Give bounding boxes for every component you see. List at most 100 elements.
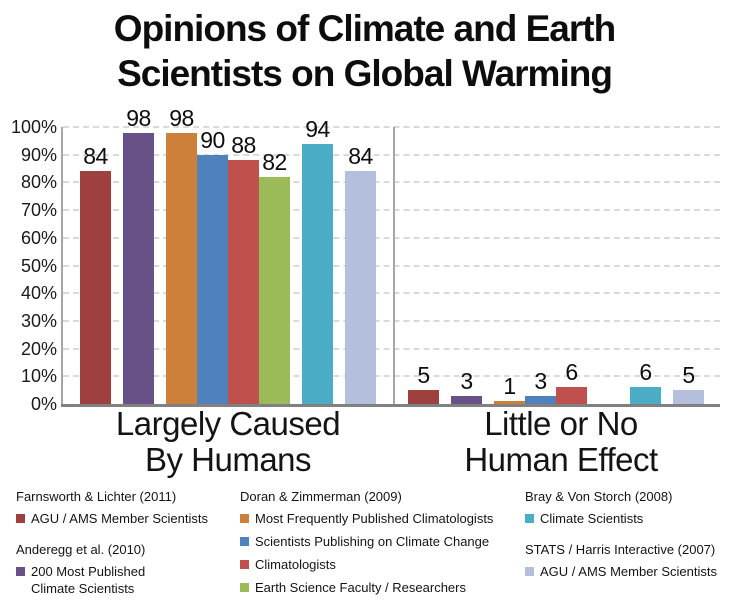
- legend-swatch-icon: [240, 560, 249, 569]
- legend-swatch-icon: [525, 567, 534, 576]
- legend-item-label: Climatologists: [255, 557, 336, 572]
- gridline-70%: [63, 209, 720, 212]
- legend-block-doran-zimmerman-2009: Doran & Zimmerman (2009) Most Frequently …: [240, 488, 528, 596]
- gridline-20%: [63, 347, 720, 350]
- bar-stats-harris-interactive-2007-agu-ams-member-scientists: [673, 390, 704, 404]
- y-axis-tick-label: 60%: [20, 227, 57, 248]
- bar-doran-zimmerman-2009-most-frequently-published-climatologists: [166, 132, 197, 404]
- y-axis-tick-label: 0%: [30, 394, 57, 414]
- bar-bray-von-storch-2008-climate-scientists: [630, 387, 661, 404]
- bar-value-label: 3: [460, 367, 473, 394]
- legend-study-heading: STATS / Harris Interactive (2007): [525, 542, 716, 557]
- y-axis-tick-label: 20%: [20, 338, 57, 359]
- chart-title-line2: Scientists on Global Warming: [117, 53, 613, 94]
- y-axis-tick-label: 90%: [20, 144, 57, 165]
- bar-value-label: 98: [126, 104, 151, 131]
- legend-item-agu-ams-member-scientists: AGU / AMS Member Scientists: [16, 510, 234, 527]
- x-axis-label-little-or-no-human-effect: Little or No Human Effect: [393, 406, 729, 478]
- bar-value-label: 88: [231, 132, 256, 159]
- bar-value-label: 1: [503, 373, 516, 400]
- gridline-10%: [63, 375, 720, 378]
- chart-title-line1: Opinions of Climate and Earth: [113, 8, 616, 49]
- legend-item-label: Scientists Publishing on Climate Change: [255, 534, 490, 549]
- legend-swatch-icon: [16, 567, 25, 576]
- bar-value-label: 82: [262, 148, 287, 175]
- plot-area: 0% 10% 20% 30% 40% 50% 60% 70% 80% 90% 100% 84 98 98 9…: [11, 106, 729, 414]
- y-axis-tick-label: 80%: [20, 172, 57, 193]
- x-axis-label-largely-caused-by-humans: Largely Caused By Humans: [63, 406, 393, 478]
- legend-swatch-icon: [16, 514, 25, 523]
- bar-doran-zimmerman-2009-climatologists: [228, 160, 259, 404]
- gridline-80%: [63, 181, 720, 184]
- legend-block-farnsworth-lichter-2011: Farnsworth & Lichter (2011) AGU / AMS Mem…: [16, 488, 234, 527]
- legend-item-label: Most Frequently Published Climatologists: [255, 511, 494, 526]
- chart-title: Opinions of Climate and Earth Scientists…: [0, 6, 729, 96]
- bar-value-label: 6: [639, 359, 652, 386]
- legend-study-heading: Anderegg et al. (2010): [16, 542, 146, 557]
- group-separator-line: [393, 127, 395, 404]
- legend-item-label: Earth Science Faculty / Researchers: [255, 580, 466, 595]
- bar-value-label: 94: [305, 115, 330, 142]
- x-axis-label-line: Little or No: [484, 405, 638, 442]
- legend-item-label: Climate Scientists: [540, 511, 644, 526]
- gridline-30%: [63, 319, 720, 322]
- bar-farnsworth-lichter-2011-agu-ams-member-scientists: [408, 390, 439, 404]
- y-axis-line: [61, 127, 63, 406]
- legend-study-heading: Farnsworth & Lichter (2011): [16, 489, 177, 504]
- y-axis-tick-label: 40%: [20, 283, 57, 304]
- bar-value-label: 84: [348, 143, 373, 170]
- gridline-90%: [63, 153, 720, 156]
- legend-item-scientists-publishing-on-climate-change: Scientists Publishing on Climate Change: [240, 533, 528, 550]
- legend-item-climatologists: Climatologists: [240, 556, 528, 573]
- legend-swatch-icon: [240, 514, 249, 523]
- legend-block-bray-von-storch-2008: Bray & Von Storch (2008) Climate Scientis…: [525, 488, 727, 527]
- bar-bray-von-storch-2008-climate-scientists: [302, 143, 333, 404]
- legend-swatch-icon: [240, 537, 249, 546]
- legend-column-3: Bray & Von Storch (2008) Climate Scientis…: [525, 488, 727, 594]
- gridline-60%: [63, 236, 720, 239]
- legend-column-2: Doran & Zimmerman (2009) Most Frequently …: [240, 488, 528, 610]
- bar-value-label: 5: [682, 362, 695, 389]
- bar-value-label: 84: [83, 143, 108, 170]
- bar-value-label: 5: [417, 362, 430, 389]
- legend-item-climate-scientists: Climate Scientists: [525, 510, 727, 527]
- bar-anderegg-et-al-2010-200-most-published-climate-scientists: [451, 395, 482, 404]
- bar-value-label: 98: [169, 104, 194, 131]
- gridline-50%: [63, 264, 720, 267]
- y-axis-tick-label: 30%: [20, 310, 57, 331]
- legend-item-label: 200 Most Published Climate Scientists: [31, 564, 146, 596]
- bar-value-label: 3: [534, 367, 547, 394]
- bar-doran-zimmerman-2009-scientists-publishing-on-climate-change: [197, 154, 228, 404]
- bar-doran-zimmerman-2009-earth-science-faculty-researchers: [259, 176, 290, 404]
- legend-study-heading: Doran & Zimmerman (2009): [240, 489, 402, 504]
- y-axis-tick-label: 50%: [20, 255, 57, 276]
- legend-item-200-most-published-climate-scientists: 200 Most Published Climate Scientists: [16, 563, 234, 597]
- bar-farnsworth-lichter-2011-agu-ams-member-scientists: [80, 171, 111, 404]
- legend-item-agu-ams-member-scientists: AGU / AMS Member Scientists: [525, 563, 727, 580]
- legend-swatch-icon: [525, 514, 534, 523]
- legend-item-earth-science-faculty-researchers: Earth Science Faculty / Researchers: [240, 579, 528, 596]
- legend-item-label: AGU / AMS Member Scientists: [540, 564, 717, 579]
- legend-block-stats-harris-interactive-2007: STATS / Harris Interactive (2007) AGU / A…: [525, 541, 727, 580]
- legend: Farnsworth & Lichter (2011) AGU / AMS Mem…: [0, 488, 729, 599]
- legend-column-1: Farnsworth & Lichter (2011) AGU / AMS Mem…: [16, 488, 234, 611]
- gridline-40%: [63, 292, 720, 295]
- y-axis-tick-label: 100%: [10, 117, 57, 137]
- bar-value-label: 90: [200, 126, 225, 153]
- legend-block-anderegg-et-al-2010: Anderegg et al. (2010) 200 Most Published…: [16, 541, 234, 597]
- legend-study-heading: Bray & Von Storch (2008): [525, 489, 673, 504]
- bar-stats-harris-interactive-2007-agu-ams-member-scientists: [345, 171, 376, 404]
- x-axis-label-line: Largely Caused: [115, 405, 341, 442]
- legend-swatch-icon: [240, 583, 249, 592]
- legend-item-label: AGU / AMS Member Scientists: [31, 511, 208, 526]
- bar-doran-zimmerman-2009-climatologists: [556, 387, 587, 404]
- x-axis-label-line: By Humans: [144, 441, 312, 478]
- legend-item-most-frequently-published-climatologists: Most Frequently Published Climatologists: [240, 510, 528, 527]
- x-axis-label-line: Human Effect: [464, 441, 658, 478]
- bar-anderegg-et-al-2010-200-most-published-climate-scientists: [123, 132, 154, 404]
- y-axis-tick-label: 70%: [20, 200, 57, 221]
- bar-doran-zimmerman-2009-most-frequently-published-climatologists: [494, 401, 525, 404]
- y-axis-tick-label: 10%: [20, 366, 57, 387]
- bar-doran-zimmerman-2009-scientists-publishing-on-climate-change: [525, 395, 556, 404]
- gridline-100%: [63, 126, 720, 128]
